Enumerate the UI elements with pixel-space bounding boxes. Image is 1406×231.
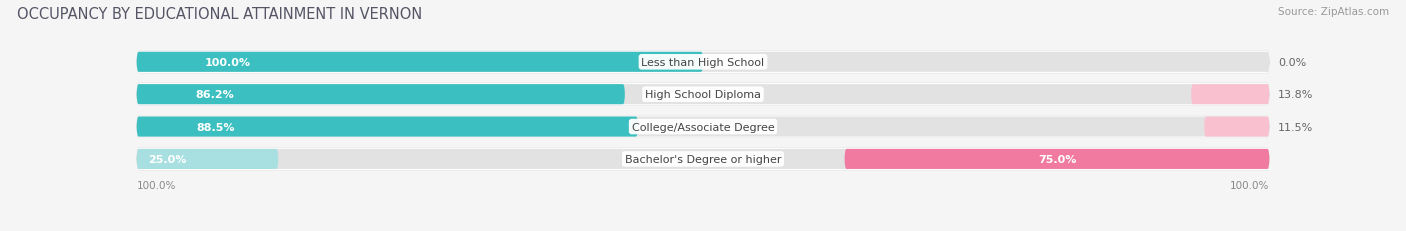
Text: College/Associate Degree: College/Associate Degree bbox=[631, 122, 775, 132]
FancyBboxPatch shape bbox=[136, 149, 278, 169]
Text: 88.5%: 88.5% bbox=[197, 122, 235, 132]
FancyBboxPatch shape bbox=[845, 149, 1270, 169]
FancyBboxPatch shape bbox=[1204, 117, 1270, 137]
Text: High School Diploma: High School Diploma bbox=[645, 90, 761, 100]
Text: Less than High School: Less than High School bbox=[641, 58, 765, 67]
FancyBboxPatch shape bbox=[136, 85, 624, 105]
Text: Bachelor's Degree or higher: Bachelor's Degree or higher bbox=[624, 154, 782, 164]
FancyBboxPatch shape bbox=[136, 117, 1270, 137]
FancyBboxPatch shape bbox=[1191, 85, 1270, 105]
FancyBboxPatch shape bbox=[136, 149, 1270, 169]
Text: 0.0%: 0.0% bbox=[1278, 58, 1306, 67]
Text: 75.0%: 75.0% bbox=[1038, 154, 1076, 164]
FancyBboxPatch shape bbox=[136, 83, 1270, 106]
Text: 11.5%: 11.5% bbox=[1278, 122, 1313, 132]
Legend: Owner-occupied, Renter-occupied: Owner-occupied, Renter-occupied bbox=[589, 228, 817, 231]
FancyBboxPatch shape bbox=[136, 52, 703, 73]
Text: 100.0%: 100.0% bbox=[205, 58, 250, 67]
Text: 100.0%: 100.0% bbox=[1230, 180, 1270, 190]
FancyBboxPatch shape bbox=[136, 51, 1270, 74]
FancyBboxPatch shape bbox=[136, 52, 1270, 73]
Text: 100.0%: 100.0% bbox=[136, 180, 176, 190]
Text: 25.0%: 25.0% bbox=[148, 154, 187, 164]
FancyBboxPatch shape bbox=[136, 116, 1270, 138]
FancyBboxPatch shape bbox=[136, 85, 1270, 105]
Text: 86.2%: 86.2% bbox=[195, 90, 233, 100]
FancyBboxPatch shape bbox=[136, 148, 1270, 170]
Text: 13.8%: 13.8% bbox=[1278, 90, 1313, 100]
Text: OCCUPANCY BY EDUCATIONAL ATTAINMENT IN VERNON: OCCUPANCY BY EDUCATIONAL ATTAINMENT IN V… bbox=[17, 7, 422, 22]
Text: Source: ZipAtlas.com: Source: ZipAtlas.com bbox=[1278, 7, 1389, 17]
FancyBboxPatch shape bbox=[136, 117, 638, 137]
